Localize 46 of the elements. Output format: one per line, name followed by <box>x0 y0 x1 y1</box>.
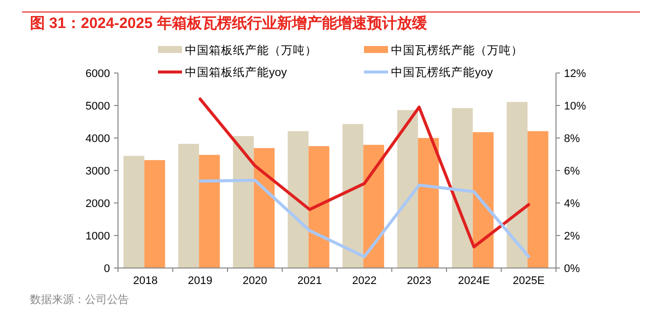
legend-label: 中国箱板纸产能（万吨） <box>185 43 317 58</box>
x-tick-label: 2018 <box>133 275 158 287</box>
x-tick-label: 2023 <box>406 275 432 287</box>
legend-label: 中国箱板纸产能yoy <box>185 65 288 80</box>
bar <box>418 138 439 268</box>
bar <box>123 156 144 268</box>
bar <box>342 124 364 268</box>
x-tick-label: 2021 <box>297 275 322 287</box>
bar <box>308 146 330 268</box>
y2-tick-label: 2% <box>564 230 580 242</box>
y-tick-label: 0 <box>104 262 110 275</box>
y-tick-label: 2000 <box>86 198 110 210</box>
bar <box>178 144 200 268</box>
source-note: 数据来源：公司公告 <box>30 293 129 306</box>
bar <box>472 132 494 268</box>
y-tick-label: 4000 <box>86 132 110 145</box>
bar <box>452 108 473 268</box>
legend-label: 中国瓦楞纸产能yoy <box>391 65 494 80</box>
line-series <box>198 98 530 248</box>
x-tick-label: 2022 <box>352 275 377 287</box>
y-tick-label: 6000 <box>86 68 110 80</box>
bar <box>199 154 220 268</box>
x-tick-label: 2019 <box>188 275 212 287</box>
bar <box>232 136 254 268</box>
y2-tick-label: 4% <box>564 198 580 210</box>
y2-tick-label: 6% <box>564 165 580 178</box>
bar <box>363 144 384 268</box>
y-tick-label: 1000 <box>86 230 110 242</box>
y2-tick-label: 0% <box>564 262 580 275</box>
legend-label: 中国瓦楞纸产能（万吨） <box>391 43 523 58</box>
bar <box>254 148 275 268</box>
y2-tick-label: 12% <box>564 68 586 80</box>
bar <box>288 131 309 268</box>
y-tick-label: 3000 <box>86 165 110 178</box>
bar <box>528 131 548 268</box>
y2-tick-label: 10% <box>564 100 586 112</box>
x-tick-label: 2025E <box>512 275 545 287</box>
chart-title: 图 31：2024-2025 年箱板瓦楞纸行业新增产能增速预计放缓 <box>30 14 428 32</box>
bar <box>506 102 528 268</box>
y-tick-label: 5000 <box>86 100 110 112</box>
line-series <box>198 178 530 258</box>
x-tick-label: 2024E <box>458 275 490 287</box>
bar <box>397 110 418 268</box>
y2-tick-label: 8% <box>564 132 580 145</box>
x-tick-label: 2020 <box>242 275 268 287</box>
bar <box>144 160 166 268</box>
